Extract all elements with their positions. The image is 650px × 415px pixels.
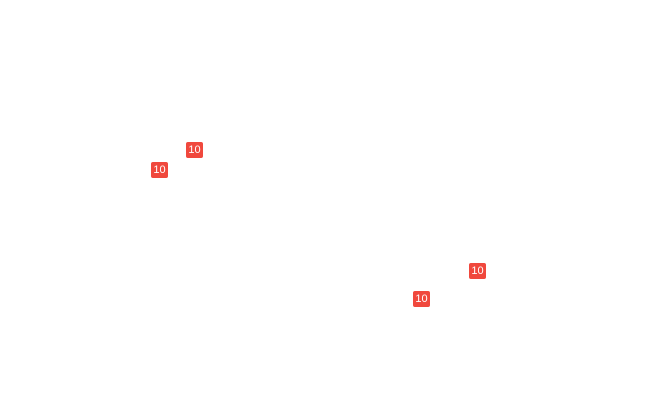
part-number-marker[interactable]: 10 <box>186 142 203 158</box>
part-number-marker[interactable]: 10 <box>151 162 168 178</box>
part-number-marker[interactable]: 10 <box>469 263 486 279</box>
part-number-marker[interactable]: 10 <box>413 291 430 307</box>
